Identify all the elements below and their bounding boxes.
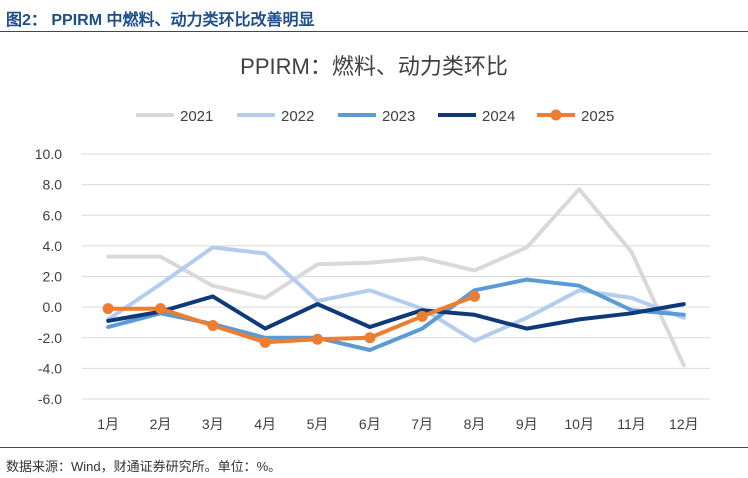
series-2025: [102, 290, 480, 348]
legend-item-2023: 2023: [338, 108, 415, 125]
data-point-2025: [102, 303, 114, 315]
data-point-2025: [364, 332, 376, 344]
series-line-2025: [106, 294, 477, 345]
y-tick-label: 4.0: [43, 238, 63, 254]
data-point-2025: [312, 333, 323, 345]
y-tick-label: -6.0: [38, 391, 62, 407]
chart-grid: [82, 153, 710, 400]
chart-series: [102, 187, 686, 368]
x-tick-label: 6月: [359, 416, 381, 432]
line-chart: PPIRM：燃料、动力类环比 2021 2022 2023 2024 2025 10.0…: [35, 54, 710, 432]
series-line-2021: [106, 187, 686, 368]
x-tick-label: 5月: [307, 416, 329, 432]
y-tick-label: 6.0: [43, 207, 63, 223]
y-tick-label: -4.0: [38, 360, 62, 376]
legend-label: 2021: [180, 108, 213, 125]
series-2024: [106, 294, 686, 331]
data-point-2025: [469, 290, 480, 302]
y-tick-label: -2.0: [38, 330, 62, 346]
x-tick-label: 1月: [97, 416, 119, 432]
legend-label: 2024: [482, 108, 515, 125]
chart-legend: 2021 2022 2023 2024 2025: [136, 108, 614, 125]
y-axis-ticks: 10.0 8.0 6.0 4.0 2.0 0.0 -2.0 -4.0 -6.0: [35, 146, 62, 407]
series-2023: [106, 277, 686, 352]
data-point-2025: [416, 310, 428, 322]
legend-item-2025: 2025: [537, 108, 614, 125]
series-2021: [106, 187, 686, 368]
bottom-divider: [0, 447, 748, 448]
x-tick-label: 8月: [464, 416, 486, 432]
data-point-2025: [259, 336, 271, 348]
data-source-note: 数据来源：Wind，财通证券研究所。单位：%。: [6, 459, 282, 474]
top-divider: [0, 31, 748, 32]
legend-label: 2023: [382, 108, 415, 125]
x-tick-label: 9月: [516, 416, 538, 432]
legend-label: 2025: [581, 108, 614, 125]
y-tick-label: 2.0: [43, 269, 63, 285]
chart-title: PPIRM：燃料、动力类环比: [240, 54, 508, 79]
data-point-2025: [155, 303, 166, 315]
x-tick-label: 3月: [202, 416, 224, 432]
x-tick-label: 2月: [150, 416, 172, 432]
x-tick-label: 11月: [617, 416, 646, 432]
x-tick-label: 10月: [564, 416, 594, 432]
data-point-2025: [207, 320, 219, 331]
y-tick-label: 0.0: [43, 299, 63, 315]
legend-label: 2022: [281, 108, 314, 125]
series-line-2024: [106, 294, 686, 331]
series-line-2023: [106, 277, 686, 352]
y-tick-label: 8.0: [43, 177, 63, 193]
figure-caption: 图2： PPIRM 中燃料、动力类环比改善明显: [6, 12, 315, 29]
legend-item-2021: 2021: [136, 108, 213, 125]
legend-marker: [550, 109, 562, 121]
legend-item-2024: 2024: [438, 108, 515, 125]
y-tick-label: 10.0: [35, 146, 62, 162]
x-tick-label: 4月: [254, 416, 276, 432]
x-axis-ticks: 1月 2月 3月 4月 5月 6月 7月 8月 9月 10月 11月 12月: [97, 416, 698, 432]
x-tick-label: 12月: [669, 416, 699, 432]
x-tick-label: 7月: [411, 416, 433, 432]
legend-item-2022: 2022: [237, 108, 314, 125]
